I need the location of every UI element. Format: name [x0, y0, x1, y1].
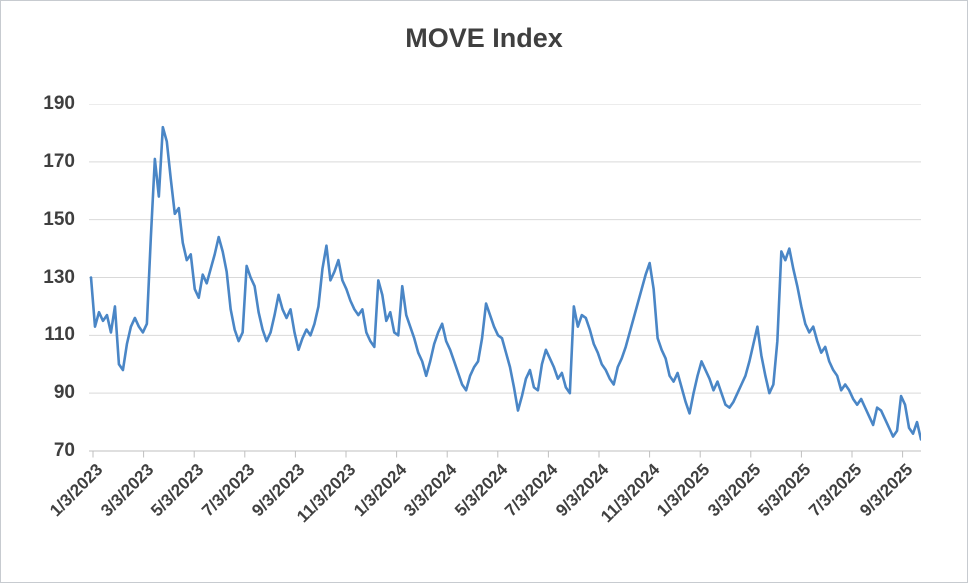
x-tick-marks [92, 451, 904, 458]
y-axis-tick-label: 110 [44, 324, 75, 346]
chart-title: MOVE Index [405, 23, 563, 53]
y-axis-tick-label: 190 [43, 93, 75, 114]
y-axis-tick-label: 170 [43, 150, 75, 172]
plot-area [89, 104, 921, 458]
y-axis-tick-label: 150 [43, 208, 75, 230]
y-axis-tick-label: 90 [53, 382, 75, 404]
move-index-line [89, 125, 921, 441]
y-axis-tick-label: 70 [53, 440, 75, 461]
y-axis-tick-label: 130 [43, 266, 75, 288]
